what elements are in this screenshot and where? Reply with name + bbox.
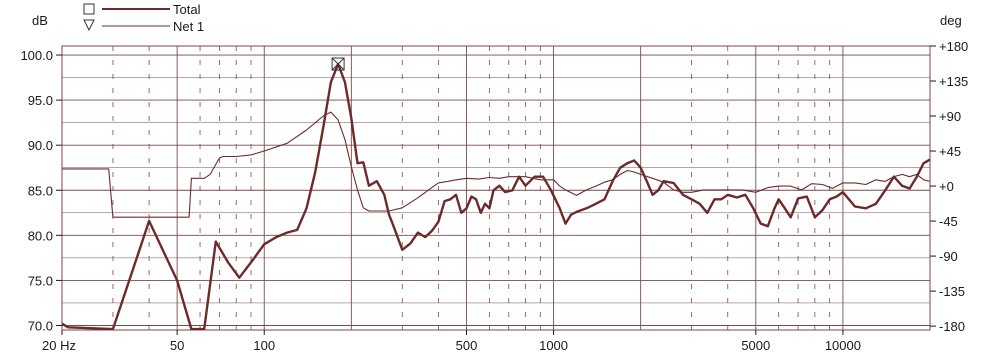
y-tick-label: 70.0 — [28, 318, 53, 333]
series-line-total — [62, 62, 930, 330]
legend-entry-total: Total — [83, 2, 201, 17]
x-tick-label: 1000 — [539, 338, 568, 353]
series-markers — [331, 57, 345, 71]
y2-tick-label: -135 — [939, 284, 965, 299]
y-axis-unit-label: dB — [32, 13, 48, 28]
y2-tick-label: +90 — [939, 109, 961, 124]
y-tick-label: 80.0 — [28, 228, 53, 243]
legend-net1-triangle-icon — [83, 19, 95, 32]
y2-tick-label: -45 — [939, 214, 958, 229]
axes: 70.0 75.0 80.0 85.0 90.0 95.0 100.0 -180 -135 -90… — [20, 39, 968, 353]
y2-tick-label: +135 — [939, 74, 968, 89]
x-tick-label: 100 — [253, 338, 275, 353]
y-tick-label: 75.0 — [28, 273, 53, 288]
series-line-net1 — [62, 111, 930, 218]
x-tick-label: 500 — [456, 338, 478, 353]
grid — [61, 45, 931, 331]
y2-tick-label: +0 — [939, 179, 954, 194]
y-tick-label: 100.0 — [20, 48, 53, 63]
x-tick-label: 20 Hz — [42, 338, 76, 353]
legend-total-square-icon — [83, 3, 95, 15]
y2-tick-label: -90 — [939, 249, 958, 264]
y-tick-label: 90.0 — [28, 138, 53, 153]
y2-tick-label: -180 — [939, 319, 965, 334]
y2-tick-label: +45 — [939, 144, 961, 159]
legend-net1-label: Net 1 — [173, 19, 204, 34]
plot-frame — [61, 45, 931, 331]
total-peak-marker-cross — [331, 57, 345, 71]
legend-entry-net1: Net 1 — [83, 19, 204, 34]
y-tick-label: 85.0 — [28, 183, 53, 198]
y-tick-label: 95.0 — [28, 93, 53, 108]
x-tick-label: 50 — [170, 338, 184, 353]
x-tick-label: 10000 — [825, 338, 861, 353]
series-lines — [62, 62, 930, 330]
y2-axis-unit-label: deg — [940, 13, 962, 28]
total-peak-marker — [331, 57, 345, 71]
x-tick-label: 5000 — [741, 338, 770, 353]
legend: Total Net 1 — [83, 2, 204, 34]
legend-total-label: Total — [173, 2, 201, 17]
y2-tick-label: +180 — [939, 39, 968, 54]
